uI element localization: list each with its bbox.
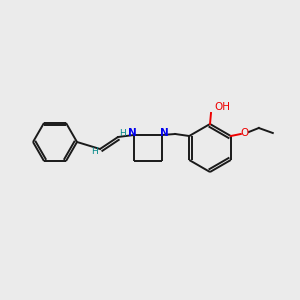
Text: N: N — [128, 128, 136, 138]
Text: O: O — [241, 128, 249, 138]
Text: OH: OH — [214, 102, 230, 112]
Text: H: H — [120, 130, 126, 139]
Text: H: H — [92, 146, 98, 155]
Text: N: N — [160, 128, 168, 138]
